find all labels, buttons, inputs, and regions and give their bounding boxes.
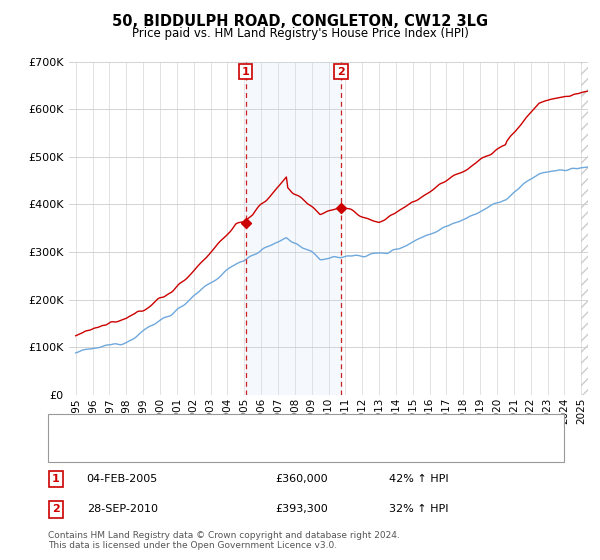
Text: 04-FEB-2005: 04-FEB-2005 (86, 474, 158, 484)
Text: 2: 2 (337, 67, 345, 77)
Text: Price paid vs. HM Land Registry's House Price Index (HPI): Price paid vs. HM Land Registry's House … (131, 27, 469, 40)
Text: 1: 1 (242, 67, 250, 77)
Text: Contains HM Land Registry data © Crown copyright and database right 2024.
This d: Contains HM Land Registry data © Crown c… (48, 531, 400, 550)
Text: 50, BIDDULPH ROAD, CONGLETON, CW12 3LG: 50, BIDDULPH ROAD, CONGLETON, CW12 3LG (112, 14, 488, 29)
Text: 50, BIDDULPH ROAD, CONGLETON, CW12 3LG (detached house): 50, BIDDULPH ROAD, CONGLETON, CW12 3LG (… (94, 422, 430, 432)
Bar (581, 62, 600, 395)
Text: 2: 2 (52, 505, 59, 515)
Bar (245, 62, 341, 395)
Text: £393,300: £393,300 (275, 505, 328, 515)
Text: 42% ↑ HPI: 42% ↑ HPI (389, 474, 448, 484)
Text: HPI: Average price, detached house, Cheshire East: HPI: Average price, detached house, Ches… (94, 445, 359, 455)
Text: £360,000: £360,000 (275, 474, 328, 484)
FancyBboxPatch shape (48, 414, 564, 462)
Text: 32% ↑ HPI: 32% ↑ HPI (389, 505, 448, 515)
Text: 28-SEP-2010: 28-SEP-2010 (86, 505, 158, 515)
Text: 1: 1 (52, 474, 59, 484)
Bar (581, 62, 600, 395)
